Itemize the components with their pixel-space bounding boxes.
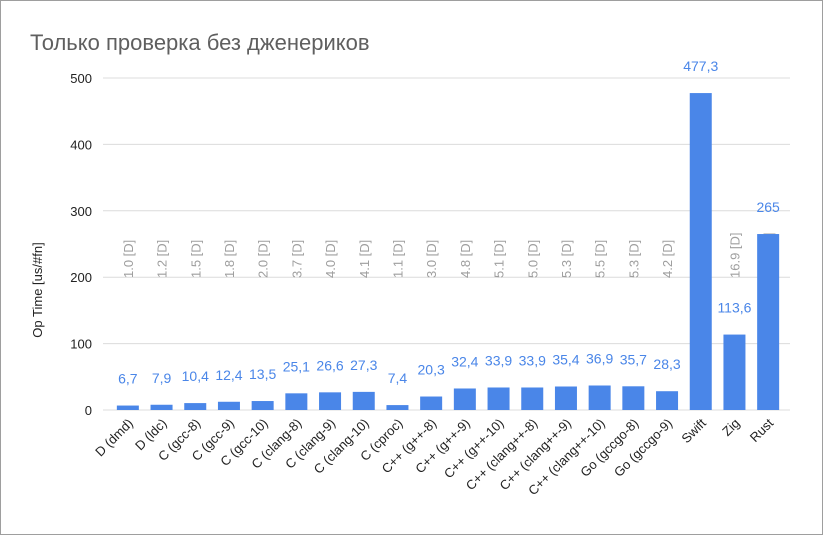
annotation: 2.0 [D]	[256, 240, 271, 278]
annotation: 16.9 [D]	[727, 232, 742, 278]
annotation: 4.0 [D]	[323, 240, 338, 278]
y-tick-label: 500	[70, 71, 92, 86]
value-label: 35,4	[552, 351, 579, 367]
bar	[487, 387, 510, 410]
bar	[352, 391, 375, 410]
bar	[656, 391, 679, 410]
value-label: 32,4	[451, 353, 478, 369]
value-label: 477,3	[683, 58, 718, 74]
annotation: 1.2 [D]	[155, 240, 170, 278]
value-label: 33,9	[519, 352, 546, 368]
bar	[723, 334, 746, 410]
value-label: 7,4	[388, 370, 408, 386]
bar	[319, 392, 342, 410]
bar	[217, 401, 240, 410]
value-label: 10,4	[182, 368, 209, 384]
bar	[285, 393, 308, 410]
value-label: 33,9	[485, 352, 512, 368]
annotation: 1.0 [D]	[121, 240, 136, 278]
y-tick-label: 400	[70, 137, 92, 152]
annotation: 1.8 [D]	[222, 240, 237, 278]
annotation: 5.0 [D]	[525, 240, 540, 278]
value-label: 20,3	[418, 362, 445, 378]
annotation: 1.1 [D]	[390, 240, 405, 278]
value-label: 35,7	[620, 351, 647, 367]
bar	[521, 387, 544, 410]
bar	[588, 385, 611, 410]
bar	[150, 404, 173, 410]
value-label: 13,5	[249, 366, 276, 382]
value-label: 12,4	[215, 367, 242, 383]
bar	[757, 234, 780, 410]
annotation: 5.1 [D]	[492, 240, 507, 278]
annotation: 4.1 [D]	[357, 240, 372, 278]
bar	[184, 403, 207, 410]
annotation: 3.7 [D]	[289, 240, 304, 278]
value-label: 36,9	[586, 350, 613, 366]
annotation: 5.5 [D]	[593, 240, 608, 278]
annotation: 4.2 [D]	[660, 240, 675, 278]
value-label: 28,3	[653, 356, 680, 372]
value-label: 27,3	[350, 357, 377, 373]
annotation: 5.3 [D]	[626, 240, 641, 278]
chart-title: Только проверка без дженериков	[30, 30, 370, 55]
y-tick-label: 100	[70, 337, 92, 352]
y-tick-label: 200	[70, 270, 92, 285]
bar	[116, 405, 139, 410]
annotation: 1.5 [D]	[188, 240, 203, 278]
value-label: 6,7	[118, 371, 138, 387]
bar	[420, 396, 443, 410]
annotation: 5.3 [D]	[559, 240, 574, 278]
bar	[251, 401, 274, 410]
y-axis-label: Op Time [us/#fn]	[30, 242, 45, 337]
value-label: 26,6	[316, 357, 343, 373]
value-label: 113,6	[717, 300, 751, 316]
y-tick-label: 300	[70, 204, 92, 219]
bar	[689, 93, 712, 410]
value-label: 265	[756, 199, 780, 215]
annotation: 4.8 [D]	[458, 240, 473, 278]
value-label: 25,1	[283, 358, 310, 374]
bar	[622, 386, 645, 410]
value-label: 7,9	[152, 370, 172, 386]
annotation: 3.0 [D]	[424, 240, 439, 278]
y-tick-label: 0	[85, 403, 92, 418]
bar	[453, 388, 476, 410]
bar	[554, 386, 577, 410]
bar	[386, 405, 409, 410]
